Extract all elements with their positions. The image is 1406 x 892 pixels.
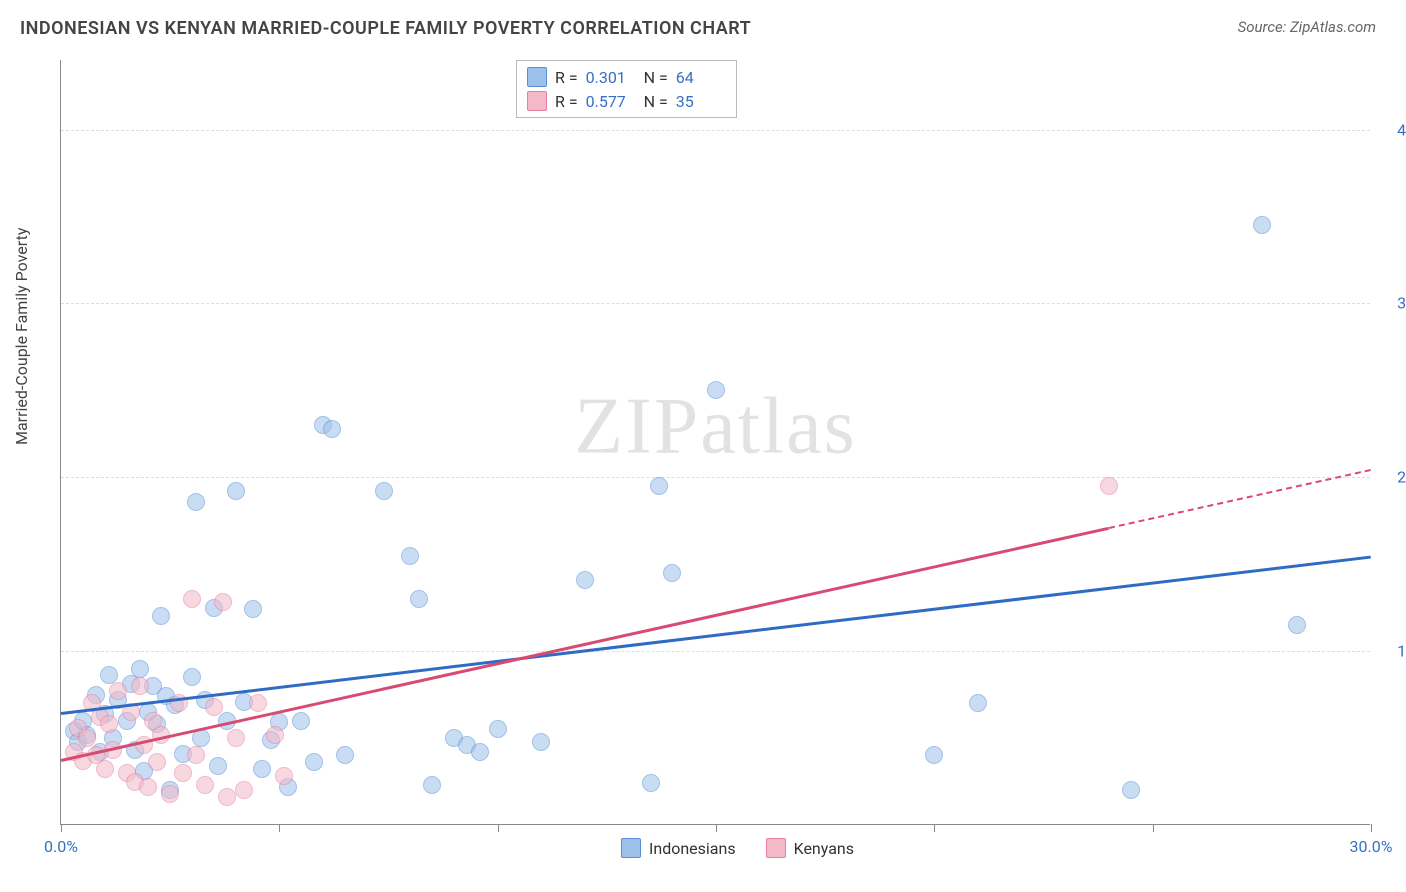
watermark-a: ZIP bbox=[574, 382, 700, 470]
gridline bbox=[61, 477, 1370, 478]
scatter-point bbox=[323, 420, 341, 438]
x-tick bbox=[279, 824, 280, 832]
stats-value: 0.577 bbox=[586, 92, 636, 111]
x-tick-label: 0.0% bbox=[44, 837, 78, 856]
stats-row: R = 0.577 N = 35 bbox=[527, 89, 726, 113]
scatter-point bbox=[152, 607, 170, 625]
stats-label: N = bbox=[644, 68, 668, 87]
legend: Indonesians Kenyans bbox=[621, 838, 854, 858]
scatter-point bbox=[109, 682, 127, 700]
scatter-point bbox=[401, 547, 419, 565]
gridline bbox=[61, 303, 1370, 304]
stats-label: N = bbox=[644, 92, 668, 111]
y-tick-label: 10.0% bbox=[1380, 642, 1406, 661]
scatter-point bbox=[663, 564, 681, 582]
x-tick bbox=[1153, 824, 1154, 832]
scatter-point bbox=[209, 757, 227, 775]
scatter-point bbox=[292, 712, 310, 730]
scatter-point bbox=[305, 753, 323, 771]
scatter-point bbox=[1253, 216, 1271, 234]
gridline bbox=[61, 651, 1370, 652]
scatter-point bbox=[161, 785, 179, 803]
stats-value: 0.301 bbox=[586, 68, 636, 87]
x-tick-label: 30.0% bbox=[1350, 837, 1393, 856]
scatter-point bbox=[131, 677, 149, 695]
scatter-point bbox=[148, 753, 166, 771]
scatter-point bbox=[196, 776, 214, 794]
scatter-point bbox=[214, 593, 232, 611]
stats-box: R = 0.301 N = 64 R = 0.577 N = 35 bbox=[516, 60, 737, 118]
y-axis-title: Married-Couple Family Poverty bbox=[12, 228, 31, 445]
scatter-point bbox=[183, 668, 201, 686]
scatter-point bbox=[253, 760, 271, 778]
gridline bbox=[61, 130, 1370, 131]
x-tick bbox=[498, 824, 499, 832]
legend-swatch bbox=[527, 91, 547, 111]
scatter-point bbox=[1122, 781, 1140, 799]
scatter-point bbox=[1288, 616, 1306, 634]
scatter-point bbox=[642, 774, 660, 792]
x-tick bbox=[716, 824, 717, 832]
source-name: ZipAtlas.com bbox=[1290, 18, 1376, 36]
scatter-point bbox=[336, 746, 354, 764]
scatter-point bbox=[205, 698, 223, 716]
legend-swatch bbox=[621, 838, 641, 858]
legend-swatch bbox=[527, 67, 547, 87]
legend-swatch bbox=[766, 838, 786, 858]
scatter-point bbox=[489, 720, 507, 738]
scatter-plot: ZIPatlas R =0.301N =64R =0.577N =35 Indo… bbox=[60, 60, 1370, 825]
scatter-point bbox=[925, 746, 943, 764]
scatter-point bbox=[650, 477, 668, 495]
scatter-point bbox=[227, 482, 245, 500]
scatter-point bbox=[187, 493, 205, 511]
scatter-point bbox=[227, 729, 245, 747]
scatter-point bbox=[174, 764, 192, 782]
legend-label: Indonesians bbox=[649, 839, 736, 858]
watermark-b: atlas bbox=[700, 382, 857, 470]
chart-title: INDONESIAN VS KENYAN MARRIED-COUPLE FAMI… bbox=[20, 18, 751, 39]
trend-line bbox=[61, 556, 1371, 715]
scatter-point bbox=[187, 746, 205, 764]
x-tick bbox=[1371, 824, 1372, 832]
scatter-point bbox=[471, 743, 489, 761]
scatter-point bbox=[131, 660, 149, 678]
source-prefix: Source: bbox=[1238, 18, 1290, 36]
scatter-point bbox=[266, 726, 284, 744]
scatter-point bbox=[249, 694, 267, 712]
legend-label: Kenyans bbox=[794, 839, 854, 858]
legend-item: Kenyans bbox=[766, 838, 854, 858]
scatter-point bbox=[183, 590, 201, 608]
stats-row: R = 0.301 N = 64 bbox=[527, 65, 726, 89]
scatter-point bbox=[235, 781, 253, 799]
scatter-point bbox=[244, 600, 262, 618]
scatter-point bbox=[275, 767, 293, 785]
stats-label: R = bbox=[555, 68, 578, 87]
scatter-point bbox=[375, 482, 393, 500]
y-tick-label: 30.0% bbox=[1380, 294, 1406, 313]
scatter-point bbox=[100, 715, 118, 733]
x-tick bbox=[61, 824, 62, 832]
scatter-point bbox=[969, 694, 987, 712]
stats-value: 35 bbox=[676, 92, 726, 111]
legend-item: Indonesians bbox=[621, 838, 736, 858]
chart-source: Source: ZipAtlas.com bbox=[1238, 18, 1376, 36]
scatter-point bbox=[707, 381, 725, 399]
scatter-point bbox=[218, 788, 236, 806]
scatter-point bbox=[576, 571, 594, 589]
x-tick bbox=[934, 824, 935, 832]
trend-line bbox=[61, 527, 1110, 762]
stats-value: 64 bbox=[676, 68, 726, 87]
scatter-point bbox=[139, 778, 157, 796]
scatter-point bbox=[532, 733, 550, 751]
y-tick-label: 20.0% bbox=[1380, 468, 1406, 487]
stats-label: R = bbox=[555, 92, 578, 111]
y-tick-label: 40.0% bbox=[1380, 120, 1406, 139]
scatter-point bbox=[410, 590, 428, 608]
scatter-point bbox=[96, 760, 114, 778]
scatter-point bbox=[1100, 477, 1118, 495]
scatter-point bbox=[423, 776, 441, 794]
scatter-point bbox=[78, 729, 96, 747]
